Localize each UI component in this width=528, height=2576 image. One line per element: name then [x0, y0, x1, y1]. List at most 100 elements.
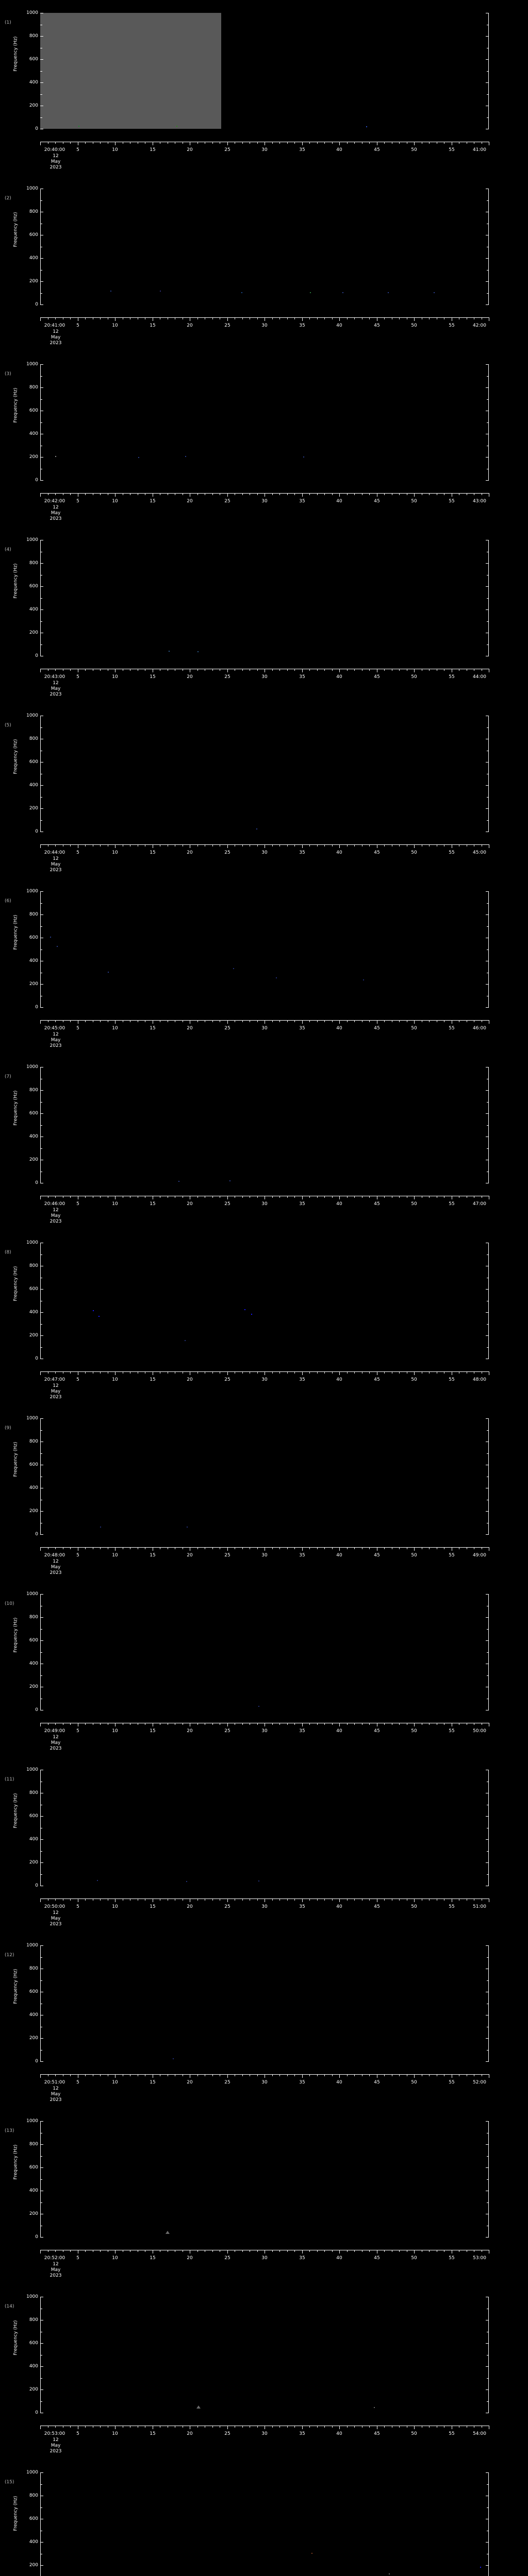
x-axis-tick-label: 15 [150, 1026, 156, 1031]
y-axis-minor-tick [40, 903, 42, 904]
y-axis-tick-label: 200 [29, 103, 38, 108]
x-axis-minor-tick [287, 2426, 288, 2428]
y-axis-title: Frequency (Hz) [13, 2496, 19, 2531]
x-axis-minor-tick [257, 669, 258, 671]
spectrogram-panel: (14) Frequency (Hz) 1000 800 600 400 200 0 20:53… [0, 2284, 528, 2460]
y-axis-tick-label: 800 [29, 1790, 38, 1795]
x-axis-end-time-label: 51:00 [473, 1904, 486, 1909]
x-axis-minor-tick [354, 493, 355, 495]
x-axis-tick-label: 45 [374, 2431, 380, 2436]
y-axis-tick-label: 400 [29, 2364, 38, 2369]
y-axis-tick-label: 800 [29, 209, 38, 214]
x-axis-tick-label: 20 [187, 1553, 193, 1558]
x-axis-minor-tick [212, 1899, 213, 1901]
y-axis-tick-label: 400 [29, 2012, 38, 2018]
spectrogram-panel: (9) Frequency (Hz) 1000 800 600 400 200 0 20:48:… [0, 1405, 528, 1581]
x-axis-tick [227, 1899, 228, 1902]
x-axis-minor-tick [369, 1547, 370, 1549]
y-axis-tick-label: 1000 [26, 2294, 38, 2299]
x-axis-minor-tick [279, 2250, 280, 2252]
x-axis-tick [227, 2250, 228, 2253]
x-axis-start-time-label: 20:40:00 [44, 147, 65, 152]
x-axis-tick [40, 317, 41, 321]
x-axis-minor-tick [309, 2074, 310, 2076]
date-day: 12 [53, 2262, 59, 2267]
x-axis-tick-label: 10 [112, 1377, 118, 1382]
y-axis-minor-tick [40, 621, 42, 622]
data-speckle [185, 456, 187, 457]
x-axis-tick-label: 25 [224, 499, 230, 504]
date-month: May [51, 1565, 61, 1570]
x-axis-minor-tick [279, 1723, 280, 1725]
date-month: May [51, 2443, 61, 2448]
x-axis-minor-tick [55, 1371, 56, 1374]
x-axis-minor-tick [347, 317, 348, 319]
y-axis-tick [40, 1312, 43, 1313]
y-axis-title: Frequency (Hz) [13, 563, 19, 599]
x-axis-minor-tick [369, 1020, 370, 1022]
y-axis-tick-label: 400 [29, 1837, 38, 1842]
x-axis-minor-tick [324, 1723, 325, 1725]
x-axis-minor-tick [317, 2074, 318, 2076]
x-axis-minor-tick [354, 1371, 355, 1374]
y-axis-tick-label: 200 [29, 1157, 38, 1162]
x-axis-minor-tick [369, 1371, 370, 1374]
x-axis-tick-label: 50 [411, 323, 417, 328]
x-axis-minor-tick [279, 2074, 280, 2076]
x-axis-tick-label: 20 [187, 499, 193, 504]
data-speckle [186, 1881, 187, 1883]
y-axis-minor-tick [40, 1324, 42, 1325]
x-axis-minor-tick [279, 2426, 280, 2428]
x-axis-minor-tick [294, 142, 295, 144]
x-axis-tick-label: 45 [374, 1553, 380, 1558]
x-axis-minor-tick [332, 2250, 333, 2252]
y-axis-tick-label: 400 [29, 1134, 38, 1139]
x-axis-tick-label: 15 [150, 1728, 156, 1734]
x-axis-minor-tick [317, 1899, 318, 1901]
x-axis-minor-tick [272, 1547, 273, 1549]
x-axis-tick-label: 30 [261, 2431, 268, 2436]
x-axis-minor-tick [332, 2074, 333, 2076]
y-axis-tick-right [486, 1312, 489, 1313]
x-axis-minor-tick [429, 142, 430, 144]
spectrogram-panel: (2) Frequency (Hz) 1000 800 600 400 200 0 20:41:… [0, 176, 528, 351]
x-axis-minor-tick [242, 669, 243, 671]
x-axis-tick-label: 35 [299, 2080, 305, 2085]
y-axis-tick-right [486, 563, 489, 564]
y-axis-tick-right [486, 2565, 489, 2566]
date-year: 2023 [50, 2273, 62, 2278]
x-axis-tick-label: 20 [187, 1201, 193, 1207]
y-axis-minor-tick-right [487, 1430, 489, 1431]
date-month: May [51, 335, 61, 340]
x-axis-minor-tick [347, 142, 348, 144]
x-axis-minor-tick [384, 1547, 385, 1549]
x-axis-minor-tick [384, 1196, 385, 1198]
y-axis-tick-label: 1000 [26, 186, 38, 191]
x-axis-minor-tick [100, 1020, 101, 1022]
y-axis-tick-label: 1000 [26, 537, 38, 543]
date-day: 12 [53, 2437, 59, 2443]
x-axis-minor-tick [55, 1899, 56, 1901]
x-axis-tick-label: 25 [224, 323, 230, 328]
x-axis-minor-tick [332, 2426, 333, 2428]
y-axis-minor-tick-right [487, 117, 489, 118]
y-axis-tick [40, 586, 43, 587]
y-axis-title: Frequency (Hz) [13, 1442, 19, 1477]
x-axis-minor-tick [287, 2250, 288, 2252]
x-axis-minor-tick [55, 142, 56, 144]
x-axis-tick-label: 40 [336, 1553, 342, 1558]
x-axis-tick-label: 5 [76, 2080, 79, 2085]
x-axis-tick-label: 45 [374, 674, 380, 680]
panel-index-label: (6) [5, 899, 11, 904]
x-axis-tick-label: 5 [76, 1201, 79, 1207]
plot-area [40, 364, 489, 481]
x-axis-minor-tick [242, 1371, 243, 1374]
panel-index-label: (15) [5, 2480, 14, 2485]
y-axis-tick-label: 1000 [26, 1240, 38, 1245]
x-axis-tick [115, 2250, 116, 2253]
x-axis-tick [414, 317, 415, 321]
y-axis-tick [40, 785, 43, 786]
data-speckle [138, 457, 139, 459]
y-axis-minor-tick-right [487, 598, 489, 599]
x-axis-tick [115, 1196, 116, 1199]
